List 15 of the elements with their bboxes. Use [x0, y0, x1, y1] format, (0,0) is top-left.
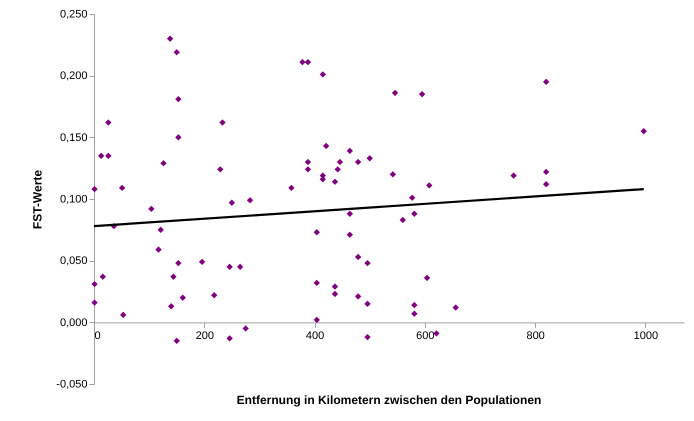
x-tick-label: 600 — [416, 330, 435, 342]
x-tick-label: 400 — [306, 330, 324, 342]
x-tick-label: 0 — [94, 330, 101, 342]
y-tick-label: -0,050 — [56, 378, 88, 390]
y-tick-label: 0,050 — [60, 255, 88, 268]
x-tick-label: 800 — [526, 330, 545, 342]
x-tick-label: 1000 — [634, 330, 658, 342]
y-tick-label: 0,250 — [60, 8, 88, 20]
x-tick-label: 200 — [196, 330, 214, 342]
y-tick-label: 0,200 — [60, 70, 88, 82]
y-tick-label: 0,150 — [60, 132, 88, 144]
y-tick-label: 0,000 — [60, 316, 88, 329]
x-axis-title: Entfernung in Kilometern zwischen den Populationen — [236, 393, 542, 407]
y-axis-title: FST-Werte — [30, 170, 44, 230]
y-tick-label: 0,100 — [60, 194, 88, 206]
